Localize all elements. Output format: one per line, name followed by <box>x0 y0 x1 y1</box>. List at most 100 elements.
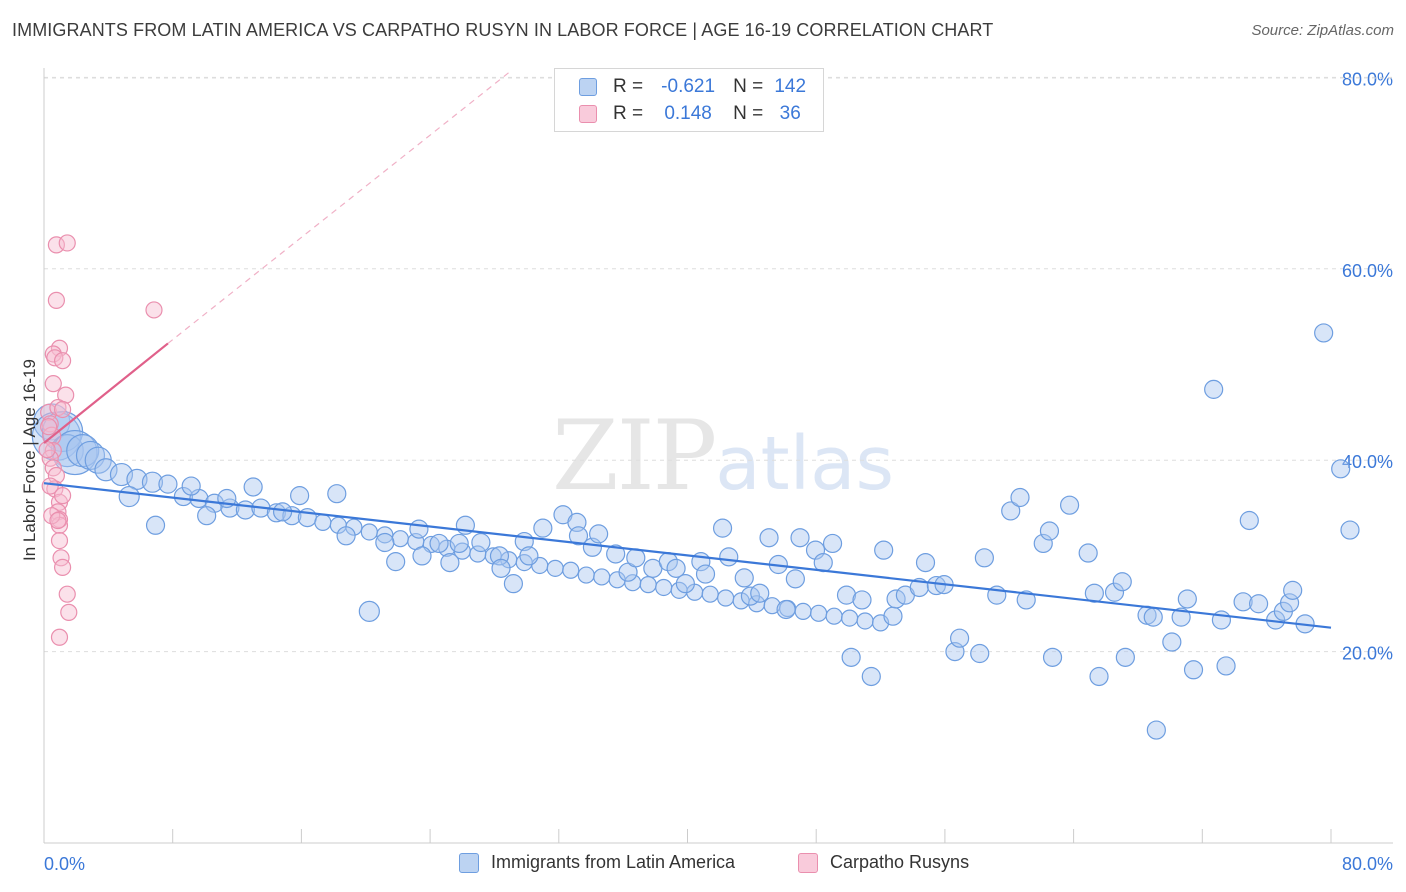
data-point-latin-america <box>577 566 595 584</box>
legend-n-value: 36 <box>779 103 801 124</box>
legend-r-value: 0.148 <box>664 103 712 124</box>
data-point-carpatho-rusyns <box>47 236 65 254</box>
data-point-latin-america <box>1078 543 1098 563</box>
watermark-zip: ZIP <box>552 400 717 512</box>
data-point-latin-america <box>606 544 626 564</box>
data-point-carpatho-rusyns <box>53 487 72 505</box>
data-point-carpatho-rusyns <box>58 234 76 252</box>
data-point-latin-america <box>639 576 657 594</box>
data-point-latin-america <box>1115 647 1135 667</box>
data-point-latin-america <box>970 643 990 664</box>
data-point-latin-america <box>675 574 695 594</box>
data-point-carpatho-rusyns <box>50 628 69 646</box>
data-point-latin-america <box>883 606 903 626</box>
data-point-latin-america <box>886 589 906 609</box>
series-legend-carpatho-rusyns: Carpatho Rusyns <box>798 852 969 873</box>
data-point-carpatho-rusyns <box>145 301 163 319</box>
series-label: Carpatho Rusyns <box>830 852 970 872</box>
data-point-carpatho-rusyns <box>44 375 62 393</box>
data-point-latin-america <box>141 471 164 493</box>
legend-r-value: -0.621 <box>661 76 716 97</box>
data-point-latin-america <box>785 569 805 589</box>
data-point-latin-america <box>589 524 609 544</box>
data-point-latin-america <box>1331 459 1351 479</box>
data-point-latin-america <box>94 458 118 482</box>
data-point-latin-america <box>1039 521 1060 541</box>
data-point-carpatho-rusyns <box>50 531 69 550</box>
data-point-latin-america <box>915 552 936 573</box>
data-point-latin-america <box>734 568 754 588</box>
data-point-latin-america <box>810 604 828 622</box>
data-point-latin-america <box>759 528 779 548</box>
data-point-latin-america <box>717 589 735 607</box>
data-point-latin-america <box>1143 607 1163 627</box>
data-point-latin-america <box>852 590 872 610</box>
data-point-latin-america <box>1089 666 1109 687</box>
data-point-latin-america <box>243 477 263 497</box>
data-point-latin-america <box>1283 580 1303 600</box>
data-point-latin-america <box>519 546 539 566</box>
data-point-latin-america <box>158 474 178 494</box>
data-point-latin-america <box>861 666 881 687</box>
data-point-latin-america <box>701 585 719 603</box>
data-point-carpatho-rusyns <box>49 511 67 530</box>
data-point-carpatho-rusyns <box>53 352 72 370</box>
x-tick-label: 80.0% <box>1342 854 1393 874</box>
series-legend: Immigrants from Latin America Carpatho R… <box>0 852 1406 876</box>
legend-r-label: R = <box>613 76 644 97</box>
data-point-carpatho-rusyns <box>38 441 56 459</box>
data-point-latin-america <box>874 540 894 560</box>
data-point-latin-america <box>1171 607 1191 627</box>
data-point-latin-america <box>1104 582 1125 602</box>
data-point-latin-america <box>181 476 201 496</box>
legend-row-latin-america: R = -0.621 N = 142 <box>579 74 813 100</box>
data-point-carpatho-rusyns <box>41 477 59 495</box>
data-point-latin-america <box>145 515 166 535</box>
legend-swatch-pink <box>579 105 597 123</box>
data-point-latin-america <box>926 575 946 596</box>
data-point-latin-america <box>272 502 293 522</box>
trendline-carpatho-rusyns <box>43 342 169 444</box>
y-tick-label: 60.0% <box>1342 261 1393 281</box>
series-swatch-blue <box>459 852 479 873</box>
data-point-latin-america <box>1216 656 1236 676</box>
data-point-latin-america <box>449 533 469 554</box>
data-point-carpatho-rusyns <box>47 291 65 309</box>
data-point-latin-america <box>750 583 770 603</box>
data-point-latin-america <box>695 564 716 584</box>
data-point-latin-america <box>790 528 810 548</box>
data-point-latin-america <box>1183 660 1204 680</box>
data-point-latin-america <box>712 518 733 538</box>
data-point-latin-america <box>503 574 524 594</box>
data-point-latin-america <box>1279 593 1300 613</box>
data-point-latin-america <box>471 532 491 553</box>
trendline-carpatho-rusyns-extension <box>167 72 510 344</box>
data-point-latin-america <box>391 530 409 548</box>
legend-row-carpatho-rusyns: R = 0.148 N = 36 <box>579 101 813 127</box>
data-point-carpatho-rusyns <box>58 585 76 603</box>
data-point-latin-america <box>491 558 511 578</box>
data-point-latin-america <box>593 568 611 586</box>
watermark: ZIPatlas <box>552 400 894 512</box>
data-point-latin-america <box>949 628 970 648</box>
data-point-latin-america <box>1059 495 1080 515</box>
series-swatch-pink <box>798 852 818 873</box>
correlation-legend: R = -0.621 N = 142 R = 0.148 N = 36 <box>554 68 824 132</box>
data-point-latin-america <box>568 526 589 546</box>
y-tick-label: 80.0% <box>1342 69 1393 89</box>
data-point-carpatho-rusyns <box>53 558 72 576</box>
data-point-latin-america <box>412 546 432 566</box>
data-point-latin-america <box>1042 647 1063 667</box>
data-point-carpatho-rusyns <box>60 603 78 621</box>
data-point-latin-america <box>666 558 686 578</box>
legend-n-label: N = <box>733 76 764 97</box>
data-point-carpatho-rusyns <box>53 400 72 419</box>
data-point-latin-america <box>409 519 429 539</box>
y-axis-label: In Labor Force | Age 16-19 <box>20 359 39 561</box>
data-point-latin-america <box>1016 590 1036 610</box>
data-point-carpatho-rusyns <box>40 418 58 436</box>
data-point-latin-america <box>562 561 580 579</box>
y-tick-label: 20.0% <box>1342 644 1393 664</box>
x-tick-label: 0.0% <box>44 854 85 874</box>
